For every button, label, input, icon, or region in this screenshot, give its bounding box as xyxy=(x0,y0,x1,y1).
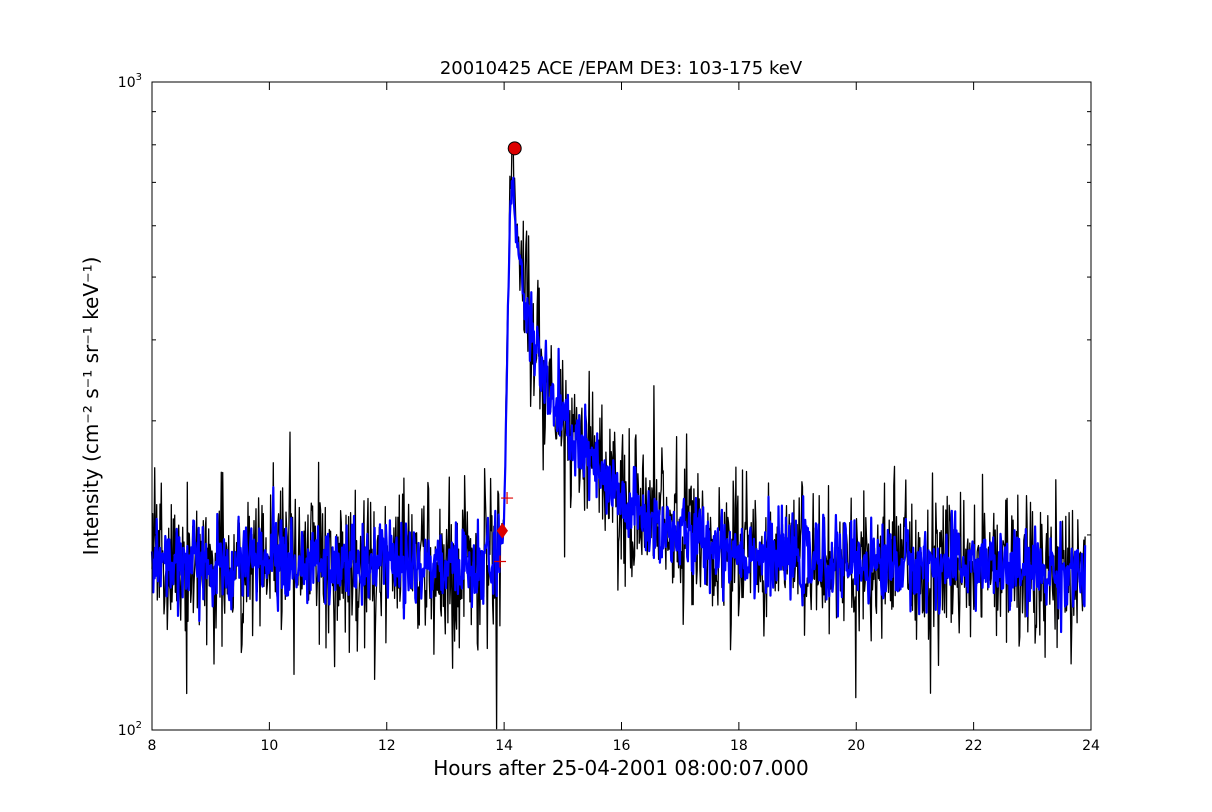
x-tick-label: 22 xyxy=(965,738,983,754)
x-tick-label: 18 xyxy=(730,738,748,754)
x-tick-label: 14 xyxy=(495,738,513,754)
x-tick-label: 10 xyxy=(260,738,278,754)
x-tick-label: 8 xyxy=(148,738,157,754)
plot-area xyxy=(150,141,1087,730)
marker-plus-4 xyxy=(494,555,507,568)
marker-plus-3 xyxy=(501,492,514,505)
series-line-2 xyxy=(150,176,1087,634)
y-axis-label: Intensity (cm⁻² s⁻¹ sr⁻¹ keV⁻¹) xyxy=(79,257,103,556)
y-axis: 102 103 xyxy=(118,72,1091,739)
marker-diamond-2 xyxy=(496,522,508,539)
x-tick-label: 20 xyxy=(847,738,865,754)
y-tick-label: 102 xyxy=(118,720,142,739)
x-axis-label: Hours after 25-04-2001 08:00:07.000 xyxy=(433,756,809,780)
x-axis: 8 10 12 14 16 18 20 22 24 xyxy=(148,82,1100,754)
x-tick-label: 24 xyxy=(1082,738,1100,754)
marker-circle-1 xyxy=(507,141,522,156)
x-tick-label: 12 xyxy=(378,738,396,754)
chart-title: 20010425 ACE /EPAM DE3: 103-175 keV xyxy=(440,58,803,79)
y-tick-label: 103 xyxy=(118,72,142,91)
series-line-1 xyxy=(151,144,1086,730)
x-tick-label: 16 xyxy=(613,738,631,754)
